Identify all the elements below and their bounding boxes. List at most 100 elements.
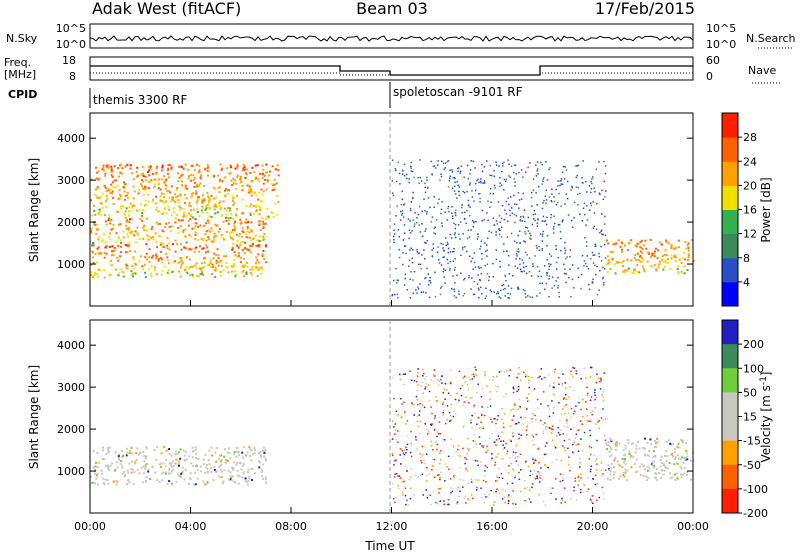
power-sparse-cell: [471, 257, 474, 260]
power-cell: [648, 253, 651, 256]
power-sparse-cell: [495, 231, 497, 233]
velocity-sparse-cell: [501, 369, 503, 372]
velocity-cell: [665, 450, 668, 453]
velocity-sparse-cell: [509, 456, 511, 459]
power-cell: [622, 260, 625, 263]
velocity-sparse-cell: [501, 431, 503, 433]
power-sparse-cell: [476, 238, 479, 240]
velocity-sparse-cell: [472, 497, 474, 500]
power-sparse-cell: [577, 186, 580, 189]
power-sparse-cell: [454, 266, 456, 269]
velocity-sparse-cell: [416, 420, 418, 423]
velocity-sparse-cell: [403, 485, 405, 487]
power-sparse-cell: [459, 170, 462, 172]
velocity-cell: [650, 463, 653, 466]
power-cell: [198, 184, 201, 187]
power-cell: [266, 180, 269, 183]
power-cell: [118, 193, 121, 196]
power-sparse-cell: [536, 161, 539, 163]
velocity-sparse-cell: [400, 464, 402, 467]
power-cell: [263, 178, 266, 181]
velocity-sparse-cell: [600, 469, 602, 471]
velocity-sparse-cell: [553, 386, 556, 389]
power-sparse-cell: [592, 278, 594, 281]
velocity-cell: [159, 465, 162, 468]
power-sparse-cell: [410, 165, 412, 168]
power-sparse-cell: [529, 232, 531, 235]
power-sparse-cell: [590, 180, 592, 183]
power-sparse-cell: [514, 164, 517, 167]
velocity-cell: [181, 466, 184, 469]
power-cell: [118, 189, 121, 192]
power-cell: [132, 185, 135, 188]
power-cell: [147, 186, 150, 189]
power-cell: [238, 232, 241, 235]
velocity-sparse-cell: [601, 486, 604, 489]
power-cell: [673, 254, 676, 257]
velocity-sparse-cell: [471, 414, 474, 417]
velocity-sparse-cell: [564, 382, 566, 384]
power-sparse-cell: [553, 200, 556, 203]
power-sparse-cell: [393, 279, 395, 282]
velocity-sparse-cell: [450, 492, 452, 494]
power-cell: [663, 253, 666, 256]
velocity-sparse-cell: [463, 401, 466, 403]
power-sparse-cell: [395, 169, 397, 172]
power-cell: [183, 213, 186, 216]
power-region-evening-echo-band: [605, 238, 695, 275]
power-sparse-cell: [581, 176, 583, 179]
power-sparse-cell: [524, 171, 527, 173]
power-cell: [680, 270, 683, 273]
velocity-cell: [263, 451, 266, 454]
power-cell: [117, 274, 120, 277]
velocity-sparse-cell: [462, 447, 464, 450]
velocity-cell: [609, 470, 612, 473]
power-sparse-cell: [557, 224, 560, 226]
power-sparse-cell: [426, 213, 428, 215]
velocity-sparse-cell: [410, 455, 413, 458]
power-cell: [605, 239, 608, 242]
velocity-cell: [205, 466, 208, 469]
power-cell: [197, 225, 200, 228]
power-sparse-cell: [524, 289, 526, 292]
velocity-cell: [636, 470, 639, 473]
velocity-sparse-cell: [593, 454, 595, 457]
power-sparse-cell: [490, 174, 493, 177]
power-cell: [183, 211, 186, 214]
power-cell: [215, 268, 218, 271]
power-cell: [153, 269, 156, 272]
power-sparse-cell: [571, 185, 573, 188]
velocity-sparse-cell: [447, 502, 450, 504]
velocity-sparse-cell: [580, 438, 582, 440]
velocity-cell: [174, 462, 177, 465]
power-sparse-cell: [440, 264, 443, 266]
velocity-cell: [680, 438, 683, 441]
velocity-cell: [194, 445, 197, 448]
power-cell: [103, 185, 106, 188]
velocity-sparse-cell: [438, 492, 440, 494]
velocity-cell: [249, 448, 252, 451]
power-cell: [231, 200, 234, 203]
velocity-sparse-cell: [506, 482, 509, 485]
power-cell: [161, 269, 164, 272]
power-cell: [201, 205, 204, 208]
power-cell: [142, 237, 145, 240]
velocity-cell: [622, 449, 625, 452]
power-sparse-cell: [560, 180, 562, 182]
power-cell: [120, 195, 123, 198]
velocity-cell: [128, 462, 131, 465]
velocity-cell: [126, 483, 129, 486]
power-sparse-cell: [408, 259, 411, 262]
power-cell: [277, 174, 280, 177]
power-cell: [187, 219, 190, 222]
velocity-sparse-cell: [458, 495, 461, 498]
velocity-cell: [665, 466, 668, 469]
power-sparse-cell: [454, 177, 456, 180]
power-cell: [143, 225, 146, 228]
power-sparse-cell: [529, 237, 531, 239]
power-sparse-cell: [499, 229, 501, 232]
power-cell: [104, 172, 107, 175]
power-cell: [228, 207, 231, 210]
power-cell: [220, 264, 223, 267]
power-cell: [619, 261, 622, 264]
